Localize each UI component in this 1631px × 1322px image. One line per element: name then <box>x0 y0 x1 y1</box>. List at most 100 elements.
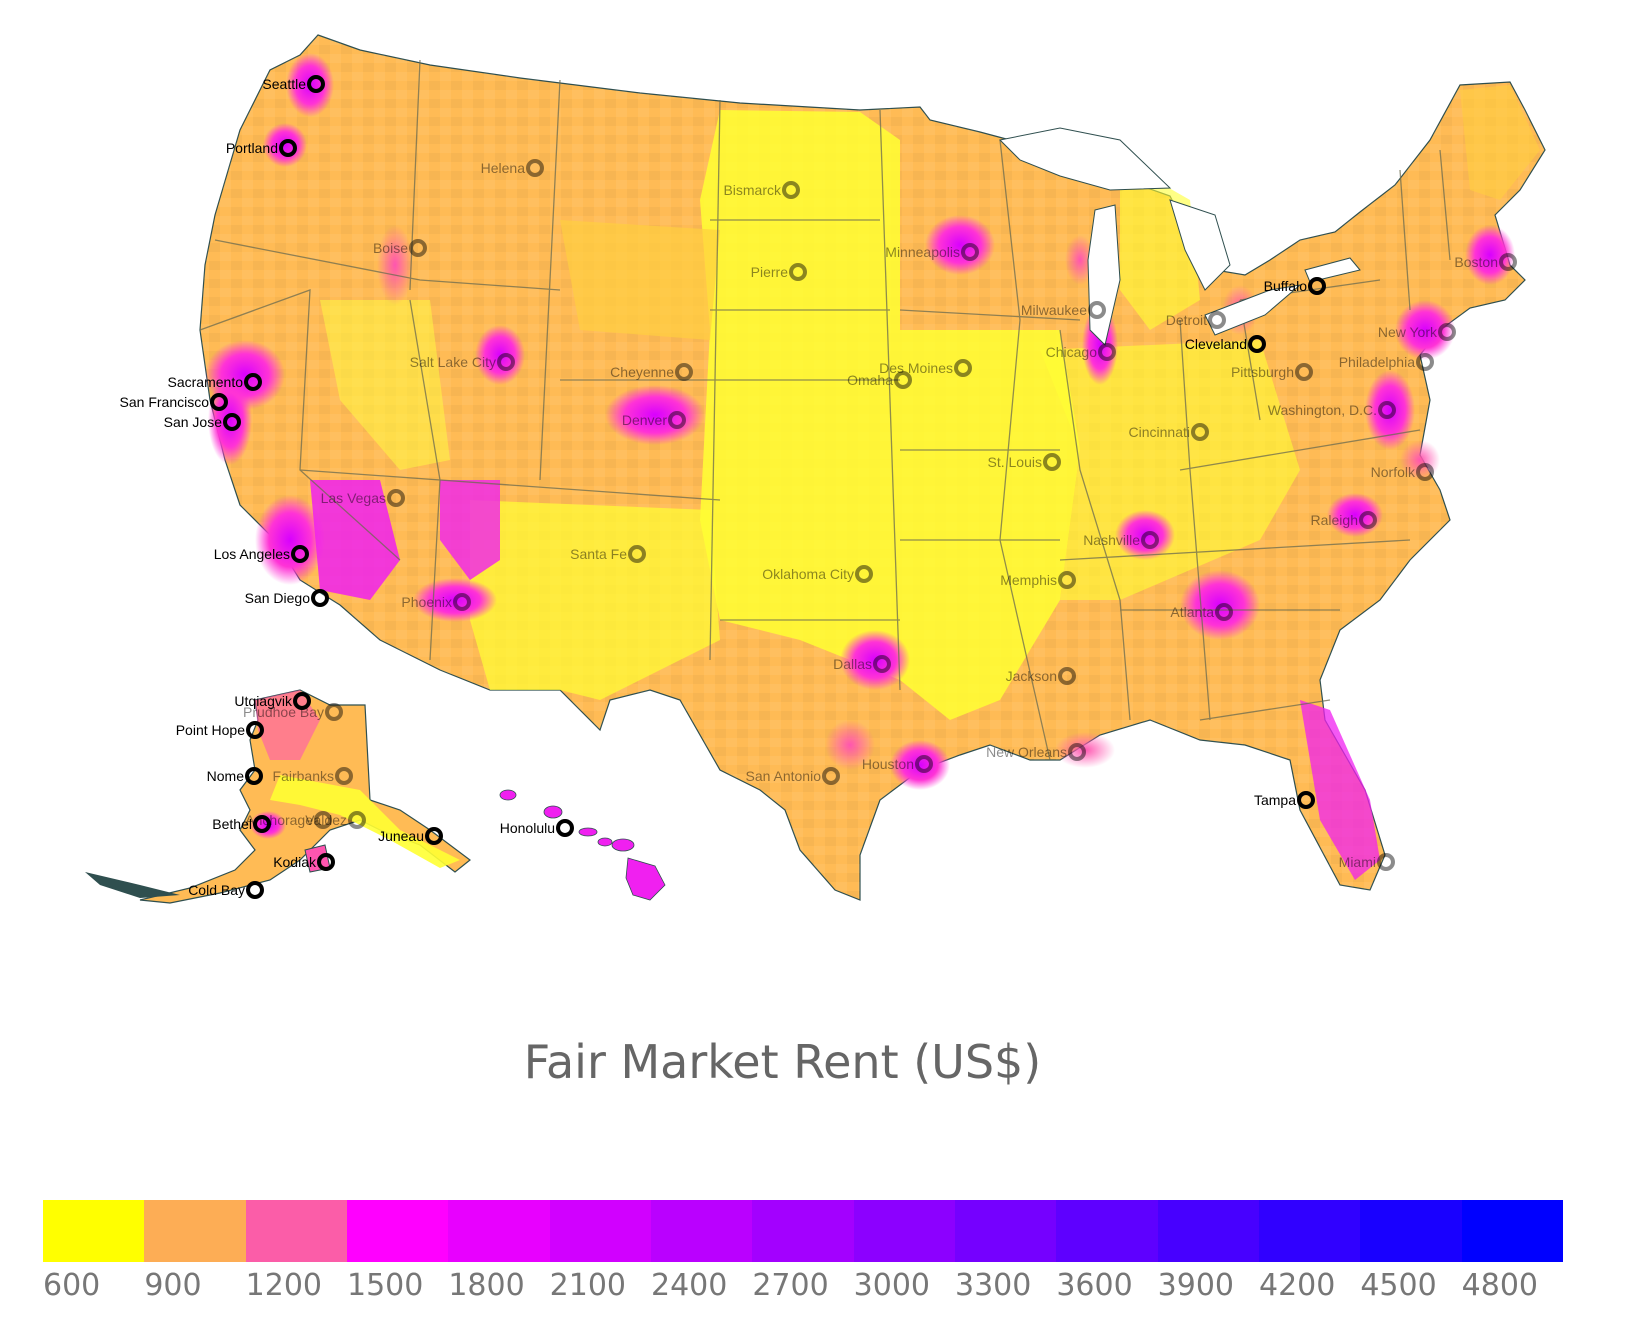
city-label: Jackson <box>1006 668 1057 684</box>
colorbar-tick-label: 4500 <box>1360 1268 1437 1303</box>
city-marker: Honolulu <box>500 819 574 837</box>
city-ring-icon <box>1377 853 1395 871</box>
city-marker: Prudhoe Bay <box>243 703 343 721</box>
city-ring-icon <box>246 881 264 899</box>
city-marker: Minneapolis <box>885 243 979 261</box>
colorbar-tick-label: 2700 <box>752 1268 829 1303</box>
colorbar-swatch <box>650 1200 753 1262</box>
city-label: Anchorage <box>245 812 313 828</box>
city-label: Bismarck <box>723 182 782 198</box>
city-ring-icon <box>1215 603 1233 621</box>
city-marker: Miami <box>1339 853 1395 871</box>
city-label: Minneapolis <box>885 244 960 260</box>
rent-choropleth-map: Seattle Portland Helena Bismarck Boise Pierre… <box>85 34 1546 904</box>
colorbar-tick-label: 3300 <box>955 1268 1032 1303</box>
city-ring-icon <box>628 545 646 563</box>
city-ring-icon <box>1297 791 1315 809</box>
city-marker: Las Vegas <box>321 489 405 507</box>
colorbar-swatch <box>1056 1200 1158 1262</box>
city-marker: Boston <box>1454 253 1517 271</box>
lake-superior <box>998 127 1172 191</box>
city-label: Washington, D.C. <box>1268 402 1377 418</box>
city-ring-icon <box>1141 531 1159 549</box>
city-marker: Utqiagvik <box>234 692 311 710</box>
colorbar-tick-label: 2100 <box>549 1268 627 1303</box>
city-label: Sacramento <box>168 374 244 390</box>
city-marker: Seattle <box>262 75 325 93</box>
lake-erie <box>1204 284 1302 336</box>
city-marker: Tampa <box>1254 791 1315 809</box>
city-ring-icon <box>1058 571 1076 589</box>
city-ring-icon <box>855 565 873 583</box>
city-label: Bethel <box>212 816 252 832</box>
city-ring-icon <box>1295 363 1313 381</box>
city-label: Tampa <box>1254 792 1296 808</box>
city-ring-icon <box>1359 511 1377 529</box>
city-ring-icon <box>1308 277 1326 295</box>
city-label: Miami <box>1339 854 1376 870</box>
city-label: Oklahoma City <box>762 566 854 582</box>
lake-ontario <box>1304 257 1361 283</box>
city-marker: St. Louis <box>988 453 1061 471</box>
city-marker: Des Moines <box>879 359 972 377</box>
city-label: Honolulu <box>500 820 555 836</box>
city-label: Fairbanks <box>273 768 334 784</box>
city-marker: Phoenix <box>401 593 471 611</box>
city-label: Cincinnati <box>1129 424 1190 440</box>
city-ring-icon <box>348 811 366 829</box>
city-label: St. Louis <box>988 454 1042 470</box>
colorbar-tick-label: 3000 <box>853 1268 931 1303</box>
city-ring-icon <box>1248 335 1266 353</box>
city-marker: Kodiak <box>273 853 335 871</box>
city-marker: San Francisco <box>120 393 228 411</box>
city-label: Houston <box>862 756 914 772</box>
city-label: Detroit <box>1166 312 1207 328</box>
colorbar-tick-label: 1500 <box>347 1268 424 1303</box>
city-marker: Nashville <box>1083 531 1159 549</box>
colorbar <box>43 1200 1563 1262</box>
colorbar-tick-label: 4200 <box>1259 1268 1336 1303</box>
city-ring-icon <box>210 393 228 411</box>
city-marker: Philadelphia <box>1339 353 1434 371</box>
city-marker: San Jose <box>164 413 241 431</box>
colorbar-tick-label: 1800 <box>448 1268 525 1303</box>
colorbar-swatch <box>1360 1200 1462 1262</box>
city-ring-icon <box>782 181 800 199</box>
city-ring-icon <box>894 371 912 389</box>
city-marker: Nome <box>207 767 263 785</box>
city-marker: Bethel <box>212 815 271 833</box>
city-marker: New York <box>1378 323 1456 341</box>
city-ring-icon <box>317 853 335 871</box>
city-marker: San Antonio <box>745 767 840 785</box>
city-marker: Houston <box>862 755 933 773</box>
city-marker: Buffalo <box>1264 277 1326 295</box>
city-ring-icon <box>291 545 309 563</box>
city-ring-icon <box>335 767 353 785</box>
city-ring-icon <box>915 755 933 773</box>
alaska <box>85 689 471 904</box>
city-label: Helena <box>481 160 526 176</box>
city-ring-icon <box>453 593 471 611</box>
colorbar-swatch <box>1258 1200 1361 1262</box>
city-label: Norfolk <box>1371 464 1416 480</box>
city-ring-icon <box>325 703 343 721</box>
city-ring-icon <box>1378 401 1396 419</box>
city-label: Juneau <box>378 828 424 844</box>
city-ring-icon <box>822 767 840 785</box>
city-marker: Fairbanks <box>273 767 353 785</box>
city-label: New Orleans <box>986 744 1067 760</box>
city-label: Kodiak <box>273 854 317 870</box>
city-marker: Los Angeles <box>214 545 309 563</box>
city-label: Buffalo <box>1264 278 1308 294</box>
city-label: San Jose <box>164 414 223 430</box>
colorbar-swatch <box>549 1200 651 1262</box>
city-ring-icon <box>1043 453 1061 471</box>
city-ring-icon <box>1416 463 1434 481</box>
colorbar-swatch <box>853 1200 955 1262</box>
city-label: Pittsburgh <box>1231 364 1294 380</box>
colorbar-tick-label: 900 <box>144 1268 202 1303</box>
city-label: Raleigh <box>1311 512 1358 528</box>
city-marker: Memphis <box>1000 571 1076 589</box>
city-marker: Omaha <box>847 371 912 389</box>
city-label: Los Angeles <box>214 546 290 562</box>
